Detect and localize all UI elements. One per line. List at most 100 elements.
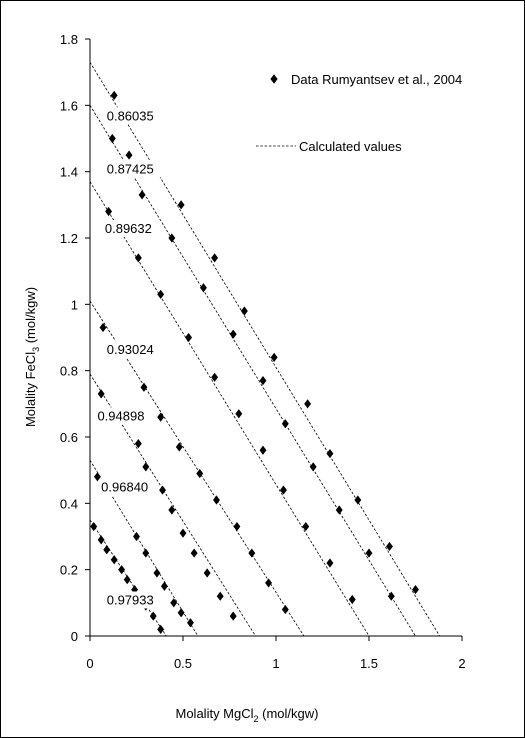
data-point — [229, 329, 237, 339]
legend-label-calculated: Calculated values — [299, 139, 402, 154]
data-point — [177, 200, 185, 210]
x-tick-label: 0 — [86, 656, 93, 671]
data-points — [90, 90, 419, 634]
y-tick-label: 0 — [71, 629, 78, 644]
data-point — [259, 376, 267, 386]
data-point — [131, 584, 139, 595]
data-point — [304, 399, 312, 409]
legend-label-data: Data Rumyantsev et al., 2004 — [291, 72, 462, 87]
curve-label: 0.89632 — [105, 221, 152, 236]
data-point — [281, 419, 289, 429]
data-point — [279, 485, 287, 495]
data-point — [235, 409, 243, 419]
data-point — [159, 485, 166, 495]
data-point — [302, 521, 310, 532]
curve-labels: 0.86035 0.87425 0.89632 0.93024 0.94898 0.968… — [95, 107, 162, 609]
data-point — [354, 495, 362, 505]
x-axis-title: Molality MgCl2 (mol/kgw) — [176, 706, 319, 724]
data-point — [211, 253, 219, 263]
data-point — [185, 332, 193, 343]
y-tick-label: 1.8 — [60, 32, 78, 47]
data-point — [177, 608, 185, 618]
data-point — [97, 389, 105, 399]
curve-label-bg — [104, 341, 162, 359]
data-point — [412, 584, 419, 595]
data-point — [386, 541, 393, 552]
curve-label-bg — [102, 220, 161, 238]
data-point — [229, 611, 237, 621]
curve-label: 0.87425 — [107, 161, 154, 176]
data-point — [90, 521, 98, 532]
curve-label-bg — [104, 591, 162, 609]
data-point — [123, 575, 131, 585]
data-point — [134, 253, 142, 263]
curve-label: 0.86035 — [107, 108, 154, 123]
data-point — [160, 581, 168, 591]
data-point — [99, 322, 107, 333]
y-axis-title-tail: (mol/kgw) — [23, 287, 38, 347]
y-tick-label: 1.6 — [60, 98, 78, 113]
legend-marker-diamond — [270, 74, 278, 84]
data-point — [270, 352, 278, 362]
y-axis-title-subscript: 3 — [31, 347, 41, 352]
curve-label-bg — [104, 107, 162, 125]
curve-label: 0.96840 — [101, 480, 148, 495]
data-point — [281, 604, 289, 615]
data-point — [138, 190, 146, 200]
x-tick-label: 0.5 — [174, 656, 192, 671]
data-point — [233, 521, 241, 532]
data-point — [157, 412, 165, 422]
legend: Data Rumyantsev et al., 2004 Calculated v… — [256, 72, 462, 154]
data-point — [216, 591, 224, 601]
data-point — [157, 624, 165, 634]
data-point — [153, 568, 161, 578]
data-point — [142, 462, 150, 472]
data-point — [168, 505, 176, 515]
data-point — [93, 472, 101, 482]
data-point — [365, 548, 373, 558]
data-point — [110, 555, 118, 565]
y-tick-label: 1 — [71, 297, 78, 312]
data-point — [168, 233, 176, 243]
data-point — [240, 306, 248, 316]
data-point — [133, 531, 140, 542]
y-axis-title: Molality FeCl3 (mol/kgw) — [23, 287, 41, 427]
data-point — [103, 545, 111, 555]
data-point — [211, 372, 219, 382]
data-point — [110, 90, 118, 100]
y-tick-label: 0.8 — [60, 364, 78, 379]
data-point — [140, 382, 148, 392]
calculated-line — [89, 181, 370, 637]
x-axis-title-subscript: 2 — [254, 714, 259, 724]
y-tick-label: 1.4 — [60, 165, 78, 180]
y-axis: 0 0.2 0.4 0.6 0.8 1 1.2 1.4 1.6 1.8 — [60, 32, 91, 644]
data-point — [309, 462, 317, 472]
curve-label-bg — [99, 478, 157, 496]
data-point — [149, 611, 157, 621]
y-tick-label: 0.2 — [60, 563, 78, 578]
data-point — [190, 548, 198, 558]
data-point — [134, 439, 142, 449]
data-point — [157, 289, 165, 299]
data-point — [387, 591, 395, 601]
data-point — [125, 150, 133, 160]
y-tick-label: 1.2 — [60, 231, 78, 246]
curve-label: 0.94898 — [97, 408, 144, 423]
data-point — [118, 565, 126, 575]
data-point — [179, 528, 187, 538]
data-point — [265, 578, 273, 588]
x-axis: 0 0.5 1 1.5 2 — [86, 635, 466, 671]
data-point — [186, 618, 194, 628]
curve-label: 0.93024 — [107, 342, 154, 357]
data-point — [142, 548, 150, 558]
curve-label: 0.97933 — [107, 592, 154, 607]
data-point — [200, 283, 207, 293]
data-point — [335, 505, 343, 515]
data-point — [248, 548, 256, 558]
data-point — [105, 206, 113, 217]
x-tick-label: 2 — [458, 656, 465, 671]
data-point — [175, 442, 183, 452]
x-tick-label: 1 — [272, 656, 279, 671]
